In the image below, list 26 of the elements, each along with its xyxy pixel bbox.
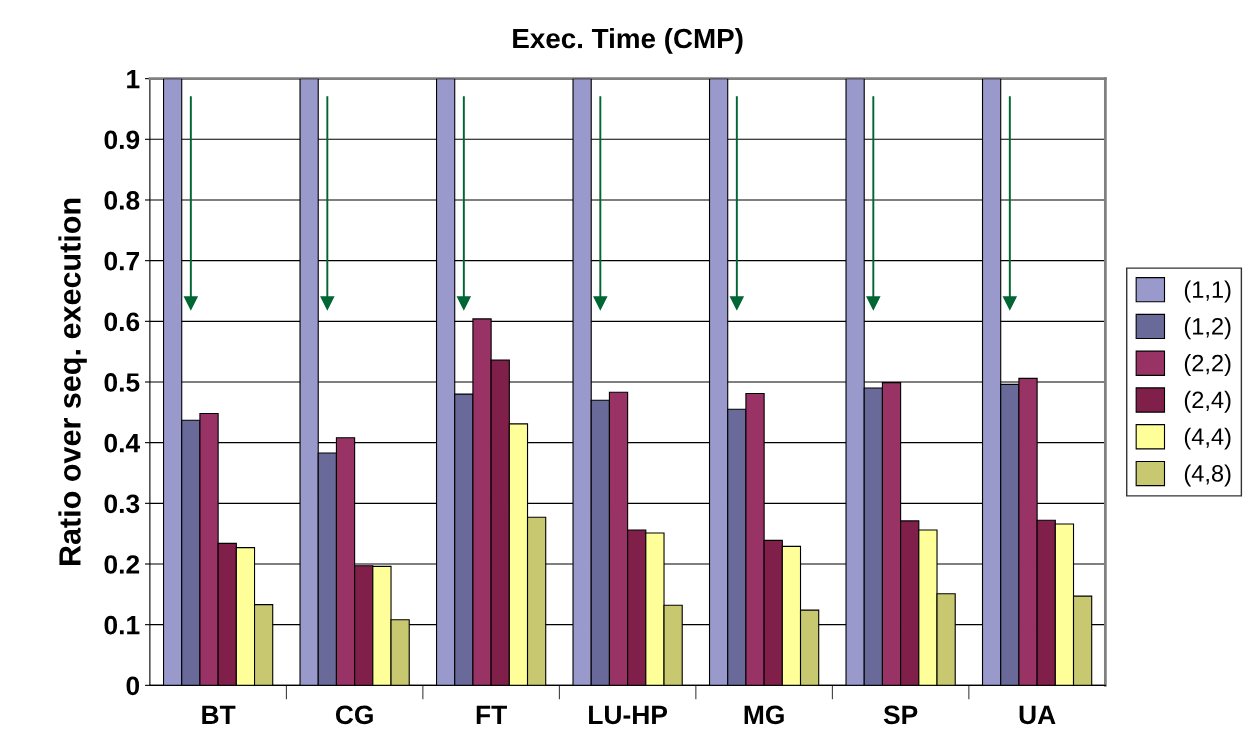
x-tick-label: SP bbox=[883, 705, 918, 725]
y-tick-label: 0.6 bbox=[104, 312, 140, 332]
y-tick-label: 0.4 bbox=[104, 433, 141, 453]
y-tick-label: 0.2 bbox=[104, 555, 140, 574]
chart-title: Exec. Time (CMP) bbox=[513, 27, 743, 54]
x-tick-label: BT bbox=[202, 705, 236, 724]
legend-label: (1,2) bbox=[1184, 317, 1231, 340]
y-tick-label: 0.7 bbox=[104, 251, 139, 271]
x-tick-label: FT bbox=[476, 705, 507, 724]
legend-label: (1,1) bbox=[1184, 280, 1231, 303]
y-axis-title: Ratio over seq. execution bbox=[58, 198, 87, 566]
x-tick-label: UA bbox=[1019, 705, 1056, 725]
y-tick-label: 0 bbox=[126, 676, 140, 696]
legend-label: (4,8) bbox=[1184, 464, 1231, 487]
y-tick-label: 0.5 bbox=[104, 373, 140, 392]
y-tick-label: 0.1 bbox=[104, 615, 140, 635]
legend-label: (4,4) bbox=[1184, 427, 1231, 450]
y-tick-label: 0.3 bbox=[104, 494, 140, 514]
x-tick-label: CG bbox=[335, 705, 373, 725]
x-tick-label: MG bbox=[744, 705, 784, 725]
legend-label: (2,2) bbox=[1184, 354, 1231, 377]
x-tick-label: LU-HP bbox=[589, 705, 668, 725]
legend-label: (2,4) bbox=[1184, 390, 1231, 413]
y-tick-label: 0.8 bbox=[104, 191, 140, 210]
y-tick-label: 1 bbox=[127, 70, 140, 89]
y-tick-label: 0.9 bbox=[104, 130, 140, 150]
